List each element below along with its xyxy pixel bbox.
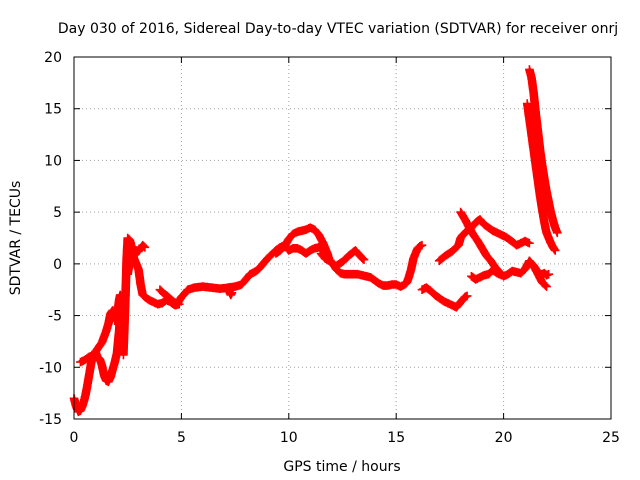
axis-ticks (73, 56, 612, 420)
data-series (69, 65, 562, 417)
series-arc-08 (316, 240, 427, 291)
x-tick-label: 25 (602, 430, 620, 446)
series-arc-02 (76, 290, 125, 367)
series-arc-15 (529, 261, 553, 280)
series-arc-06 (224, 283, 237, 300)
series-arc-04 (123, 240, 150, 279)
series-arc-13 (522, 99, 560, 255)
tick-labels: 0 5 10 15 20 25 -15 -10 -5 0 5 10 15 20 (39, 50, 620, 446)
y-tick-label: 0 (53, 257, 62, 273)
y-tick-label: 15 (44, 102, 62, 118)
y-tick-label: 5 (53, 205, 62, 221)
chart-title: Day 030 of 2016, Sidereal Day-to-day VTE… (58, 21, 618, 37)
x-tick-label: 10 (280, 430, 298, 446)
plot-frame (73, 56, 612, 420)
y-tick-label: 10 (44, 153, 62, 169)
series-arc-10 (434, 215, 534, 266)
y-tick-label: -5 (48, 309, 62, 325)
x-axis-label: GPS time / hours (283, 459, 400, 475)
series-arc-09 (417, 283, 472, 312)
series-arc-12 (467, 265, 506, 284)
x-tick-label: 20 (495, 430, 513, 446)
x-tick-label: 15 (387, 430, 405, 446)
series-arc-14 (525, 65, 562, 238)
y-axis-label: SDTVAR / TECUs (8, 181, 24, 296)
y-tick-label: 20 (44, 50, 62, 66)
y-tick-label: -15 (39, 412, 62, 428)
x-tick-label: 5 (177, 430, 186, 446)
series-arc-03 (119, 233, 184, 360)
x-tick-label: 0 (70, 430, 79, 446)
y-tick-label: -10 (39, 360, 62, 376)
